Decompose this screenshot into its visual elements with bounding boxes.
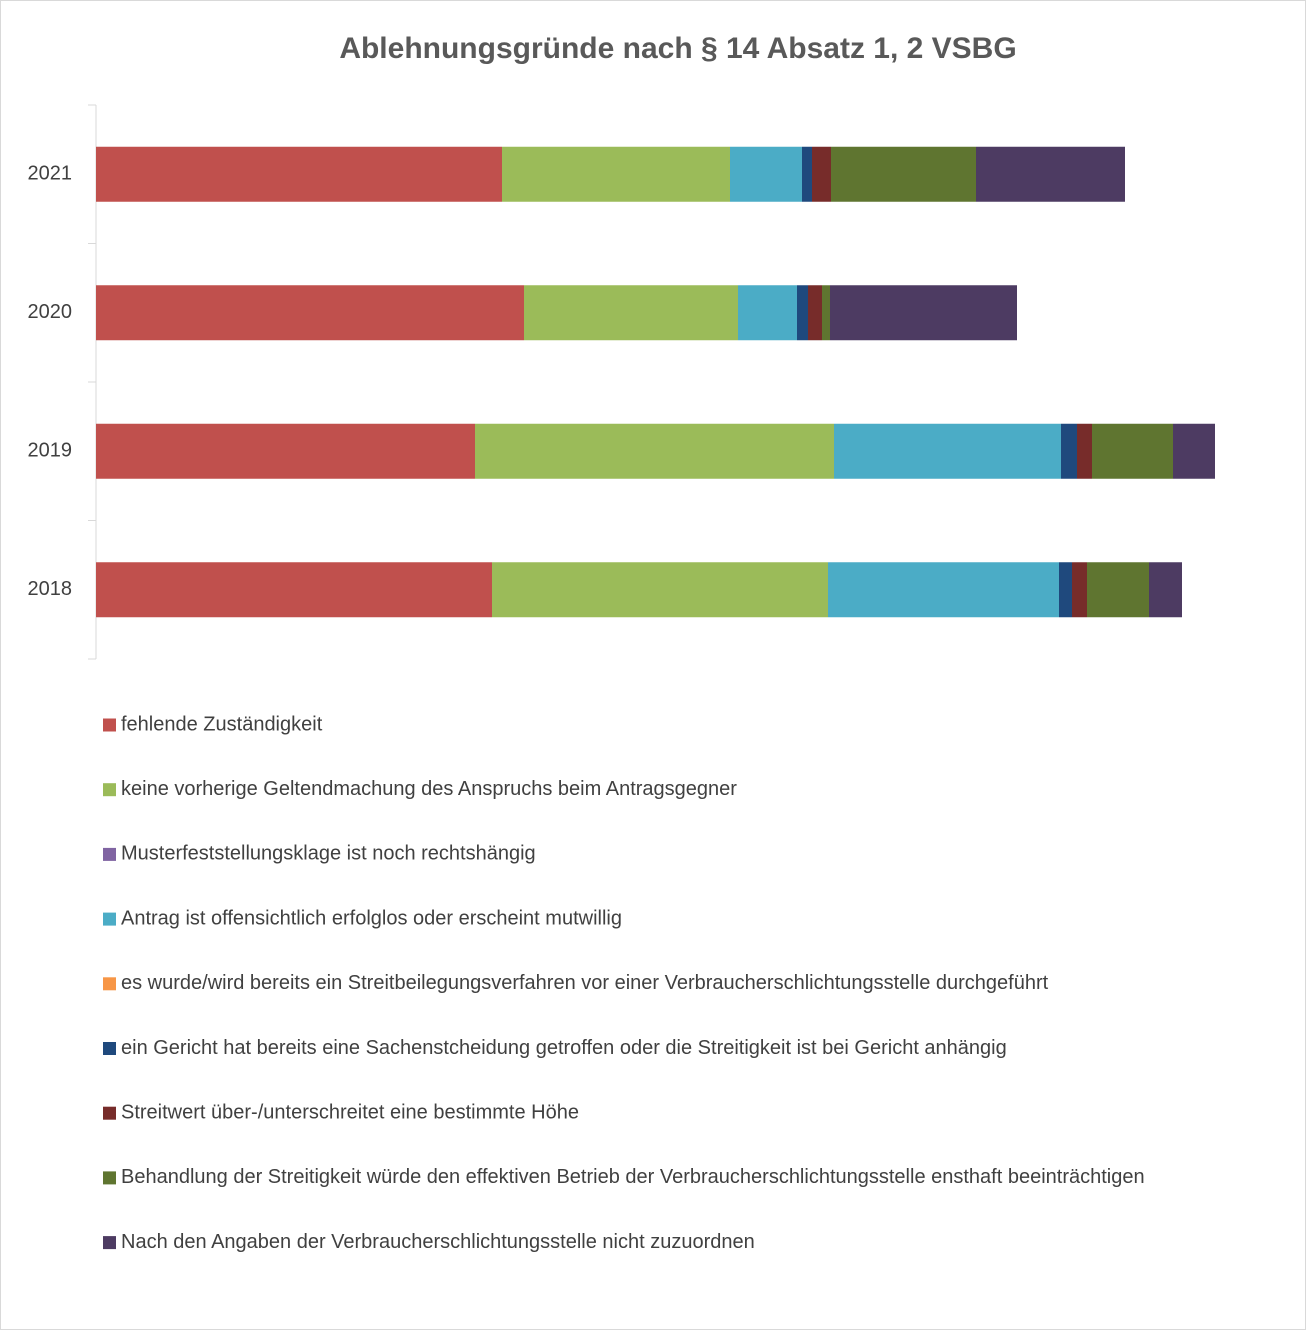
bar-segment — [1092, 423, 1173, 479]
legend-swatch — [103, 977, 116, 991]
bar-segment — [808, 285, 822, 341]
legend-label: fehlende Zuständigkeit — [121, 713, 323, 735]
bar-segment — [1077, 423, 1092, 479]
chart-title: Ablehnungsgründe nach § 14 Absatz 1, 2 V… — [339, 32, 1016, 65]
legend-label: keine vorherige Geltendmachung des Anspr… — [121, 778, 737, 800]
legend-swatch — [103, 718, 116, 732]
bar-segment — [976, 146, 1125, 202]
legend-swatch — [103, 1236, 116, 1250]
bar-segment — [1061, 423, 1077, 479]
y-tick-label: 2018 — [28, 578, 73, 600]
legend-label: Behandlung der Streitigkeit würde den ef… — [121, 1166, 1145, 1188]
bar-segment — [802, 146, 812, 202]
legend-label: Streitwert über-/unterschreitet eine bes… — [121, 1101, 579, 1123]
bar-segment — [797, 285, 808, 341]
legend-label: Antrag ist offensichtlich erfolglos oder… — [121, 907, 622, 929]
bar-segment — [96, 146, 502, 202]
legend-label: Nach den Angaben der Verbraucherschlicht… — [121, 1231, 755, 1253]
bar-segment — [730, 146, 802, 202]
legend-swatch — [103, 1106, 116, 1120]
bar-segment — [828, 562, 1059, 618]
bar-segment — [475, 423, 834, 479]
bar-segment — [96, 562, 492, 618]
y-tick-label: 2019 — [28, 440, 73, 462]
y-tick-label: 2021 — [28, 163, 73, 185]
legend-swatch — [103, 847, 116, 861]
bar-segment — [812, 146, 831, 202]
y-tick-label: 2020 — [28, 301, 73, 323]
legend-swatch — [103, 912, 116, 926]
bar-segment — [96, 423, 475, 479]
bar-segment — [831, 146, 976, 202]
bar-segment — [502, 146, 730, 202]
bar-segment — [524, 285, 738, 341]
legend-label: Musterfeststellungsklage ist noch rechts… — [121, 843, 536, 865]
legend-swatch — [103, 1042, 116, 1055]
bar-segment — [1149, 562, 1182, 618]
bar-segment — [96, 285, 524, 341]
bar-segment — [834, 423, 1061, 479]
bar-segment — [738, 285, 797, 341]
legend-label: es wurde/wird bereits ein Streitbeilegun… — [121, 972, 1049, 994]
legend-swatch — [103, 1171, 116, 1185]
bar-segment — [822, 285, 830, 341]
bar-segment — [492, 562, 828, 618]
bar-segment — [830, 285, 1017, 341]
bar-segment — [1059, 562, 1072, 618]
legend-label: ein Gericht hat bereits eine Sachenstche… — [121, 1037, 1007, 1059]
bar-segment — [1072, 562, 1087, 618]
bar-segment — [1087, 562, 1149, 618]
bar-segment — [1173, 423, 1215, 479]
legend-swatch — [103, 783, 116, 797]
